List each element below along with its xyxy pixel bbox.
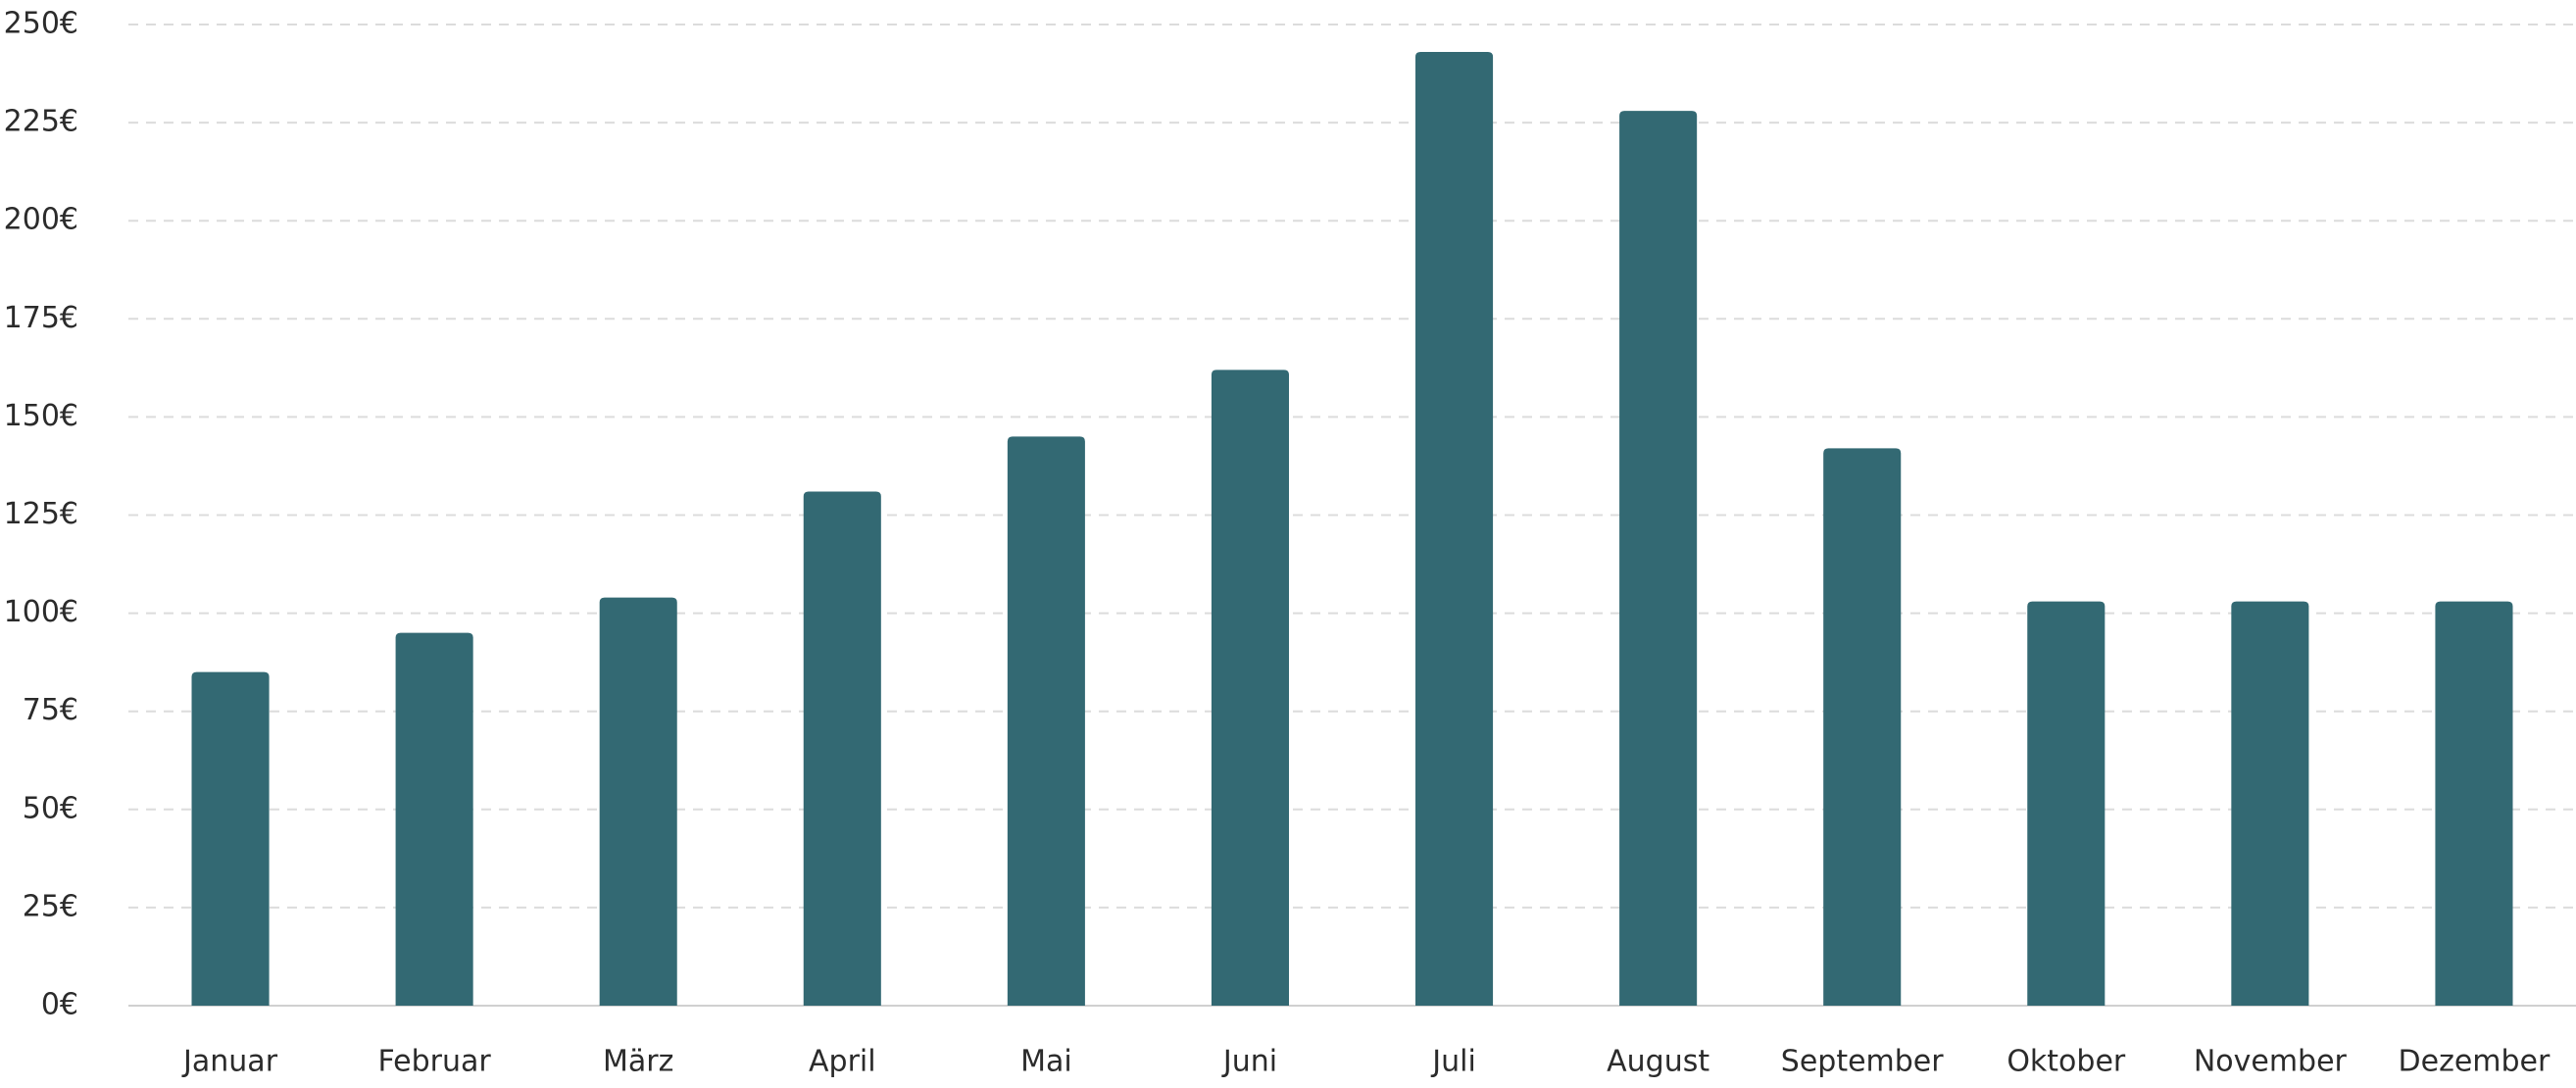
y-tick-label: 225€ [4,105,78,139]
y-tick-label: 125€ [4,497,78,531]
y-tick-label: 100€ [4,595,78,629]
y-tick-label: 250€ [4,7,78,41]
bar [191,671,270,1006]
bar [2231,601,2309,1006]
y-tick-label: 50€ [23,791,78,825]
bar [1211,370,1289,1006]
x-tick-label: Februar [378,1045,492,1079]
y-tick-label: 150€ [4,399,78,433]
bar [1007,436,1085,1006]
x-tick-label: Juli [1430,1045,1476,1079]
x-tick-label: März [603,1045,673,1079]
y-tick-label: 25€ [23,889,78,923]
x-tick-label: Dezember [2399,1045,2551,1079]
bar [395,632,473,1006]
bar [1823,448,1902,1006]
bar [803,491,881,1006]
bar [1415,52,1494,1006]
x-tick-label: November [2194,1045,2348,1079]
bar [2435,601,2513,1006]
x-tick-label: August [1607,1045,1709,1079]
x-tick-label: Mai [1020,1045,1072,1079]
y-tick-label: 175€ [4,301,78,335]
x-tick-label: April [809,1045,876,1079]
x-tick-label: September [1781,1045,1944,1079]
bar [2027,601,2105,1006]
x-tick-label: Juni [1221,1045,1277,1079]
y-tick-label: 0€ [41,988,78,1022]
x-tick-label: Oktober [2006,1045,2126,1079]
bar [599,597,677,1006]
x-tick-label: Januar [181,1045,278,1079]
y-tick-label: 200€ [4,203,78,237]
y-tick-label: 75€ [23,693,78,727]
bar [1619,111,1698,1006]
